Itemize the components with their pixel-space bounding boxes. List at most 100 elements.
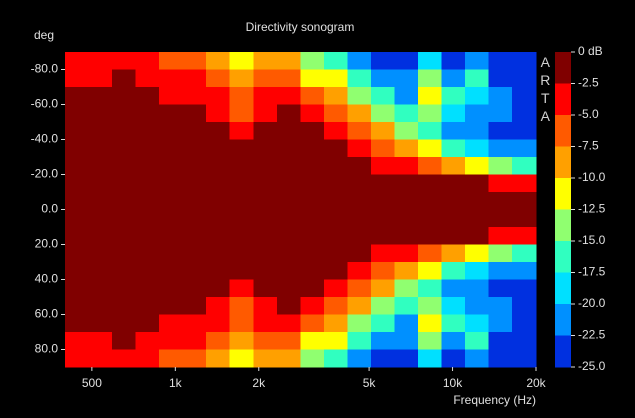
cell [347,227,372,245]
cell [135,104,160,123]
cell [65,52,89,70]
cell [300,297,325,315]
x-tick-label: 2k [252,376,266,390]
cell [488,227,513,245]
cell [465,279,490,298]
cell [65,192,89,210]
y-tick-label: -80.0 [31,62,59,76]
cell [65,87,89,105]
cell [182,349,207,368]
x-tick-label: 5k [363,376,377,390]
cell [159,87,184,105]
colorbar-label: -12.5 [578,202,606,216]
cell [135,297,160,315]
cell [488,174,513,193]
cell [512,192,537,210]
cell [512,297,537,315]
cell [253,174,278,193]
cell [182,262,207,280]
cell [229,314,254,333]
cell [347,122,372,140]
cell [441,297,466,315]
cell [394,139,419,158]
cell [112,332,137,350]
cell [394,174,419,193]
cell [276,227,301,245]
cell [112,227,137,245]
cell [65,157,89,175]
cell [229,332,254,350]
cell [206,244,231,263]
cell [229,69,254,88]
cell [88,139,113,158]
cell [206,157,231,175]
cell [276,209,301,228]
cell [276,87,301,105]
cell [253,122,278,140]
cell [441,332,466,350]
cell [441,349,466,368]
cell [394,314,419,333]
cell [300,52,325,70]
cell [347,349,372,368]
cell [323,349,348,368]
cell [323,279,348,298]
cell [88,157,113,175]
cell [512,139,537,158]
cell [229,279,254,298]
cell [135,52,160,70]
cell [276,69,301,88]
cell [135,139,160,158]
cell [465,349,490,368]
cell [182,297,207,315]
cell [88,192,113,210]
colorbar-band [555,115,571,147]
cell [370,297,395,315]
cell [88,262,113,280]
cell [112,52,137,70]
cell [159,69,184,88]
cell [418,349,443,368]
cell [465,332,490,350]
cell [135,262,160,280]
cell [347,332,372,350]
cell [253,209,278,228]
cell [206,139,231,158]
cell [88,349,113,368]
cell [394,244,419,263]
colorbar-label: 0 dB [578,44,603,58]
cell [253,227,278,245]
cell [65,174,89,193]
cell [512,122,537,140]
cell [347,87,372,105]
x-tick-label: 500 [82,376,102,390]
cell [512,174,537,193]
cell [253,279,278,298]
cell [206,314,231,333]
cell [347,52,372,70]
colorbar-label: -2.5 [578,76,599,90]
colorbar-band [555,241,571,273]
cell [418,139,443,158]
cell [88,244,113,263]
colorbar-band [555,146,571,179]
cell [512,227,537,245]
cell [370,349,395,368]
cell [88,279,113,298]
cell [300,349,325,368]
cell [253,157,278,175]
cell [276,139,301,158]
cell [488,192,513,210]
cell [159,314,184,333]
x-tick-label: 20k [526,376,546,390]
cell [347,69,372,88]
cell [112,104,137,123]
cell [112,157,137,175]
cell [112,69,137,88]
cell [112,262,137,280]
cell [418,157,443,175]
cell [182,104,207,123]
cell [465,122,490,140]
cell [418,87,443,105]
cell [488,279,513,298]
